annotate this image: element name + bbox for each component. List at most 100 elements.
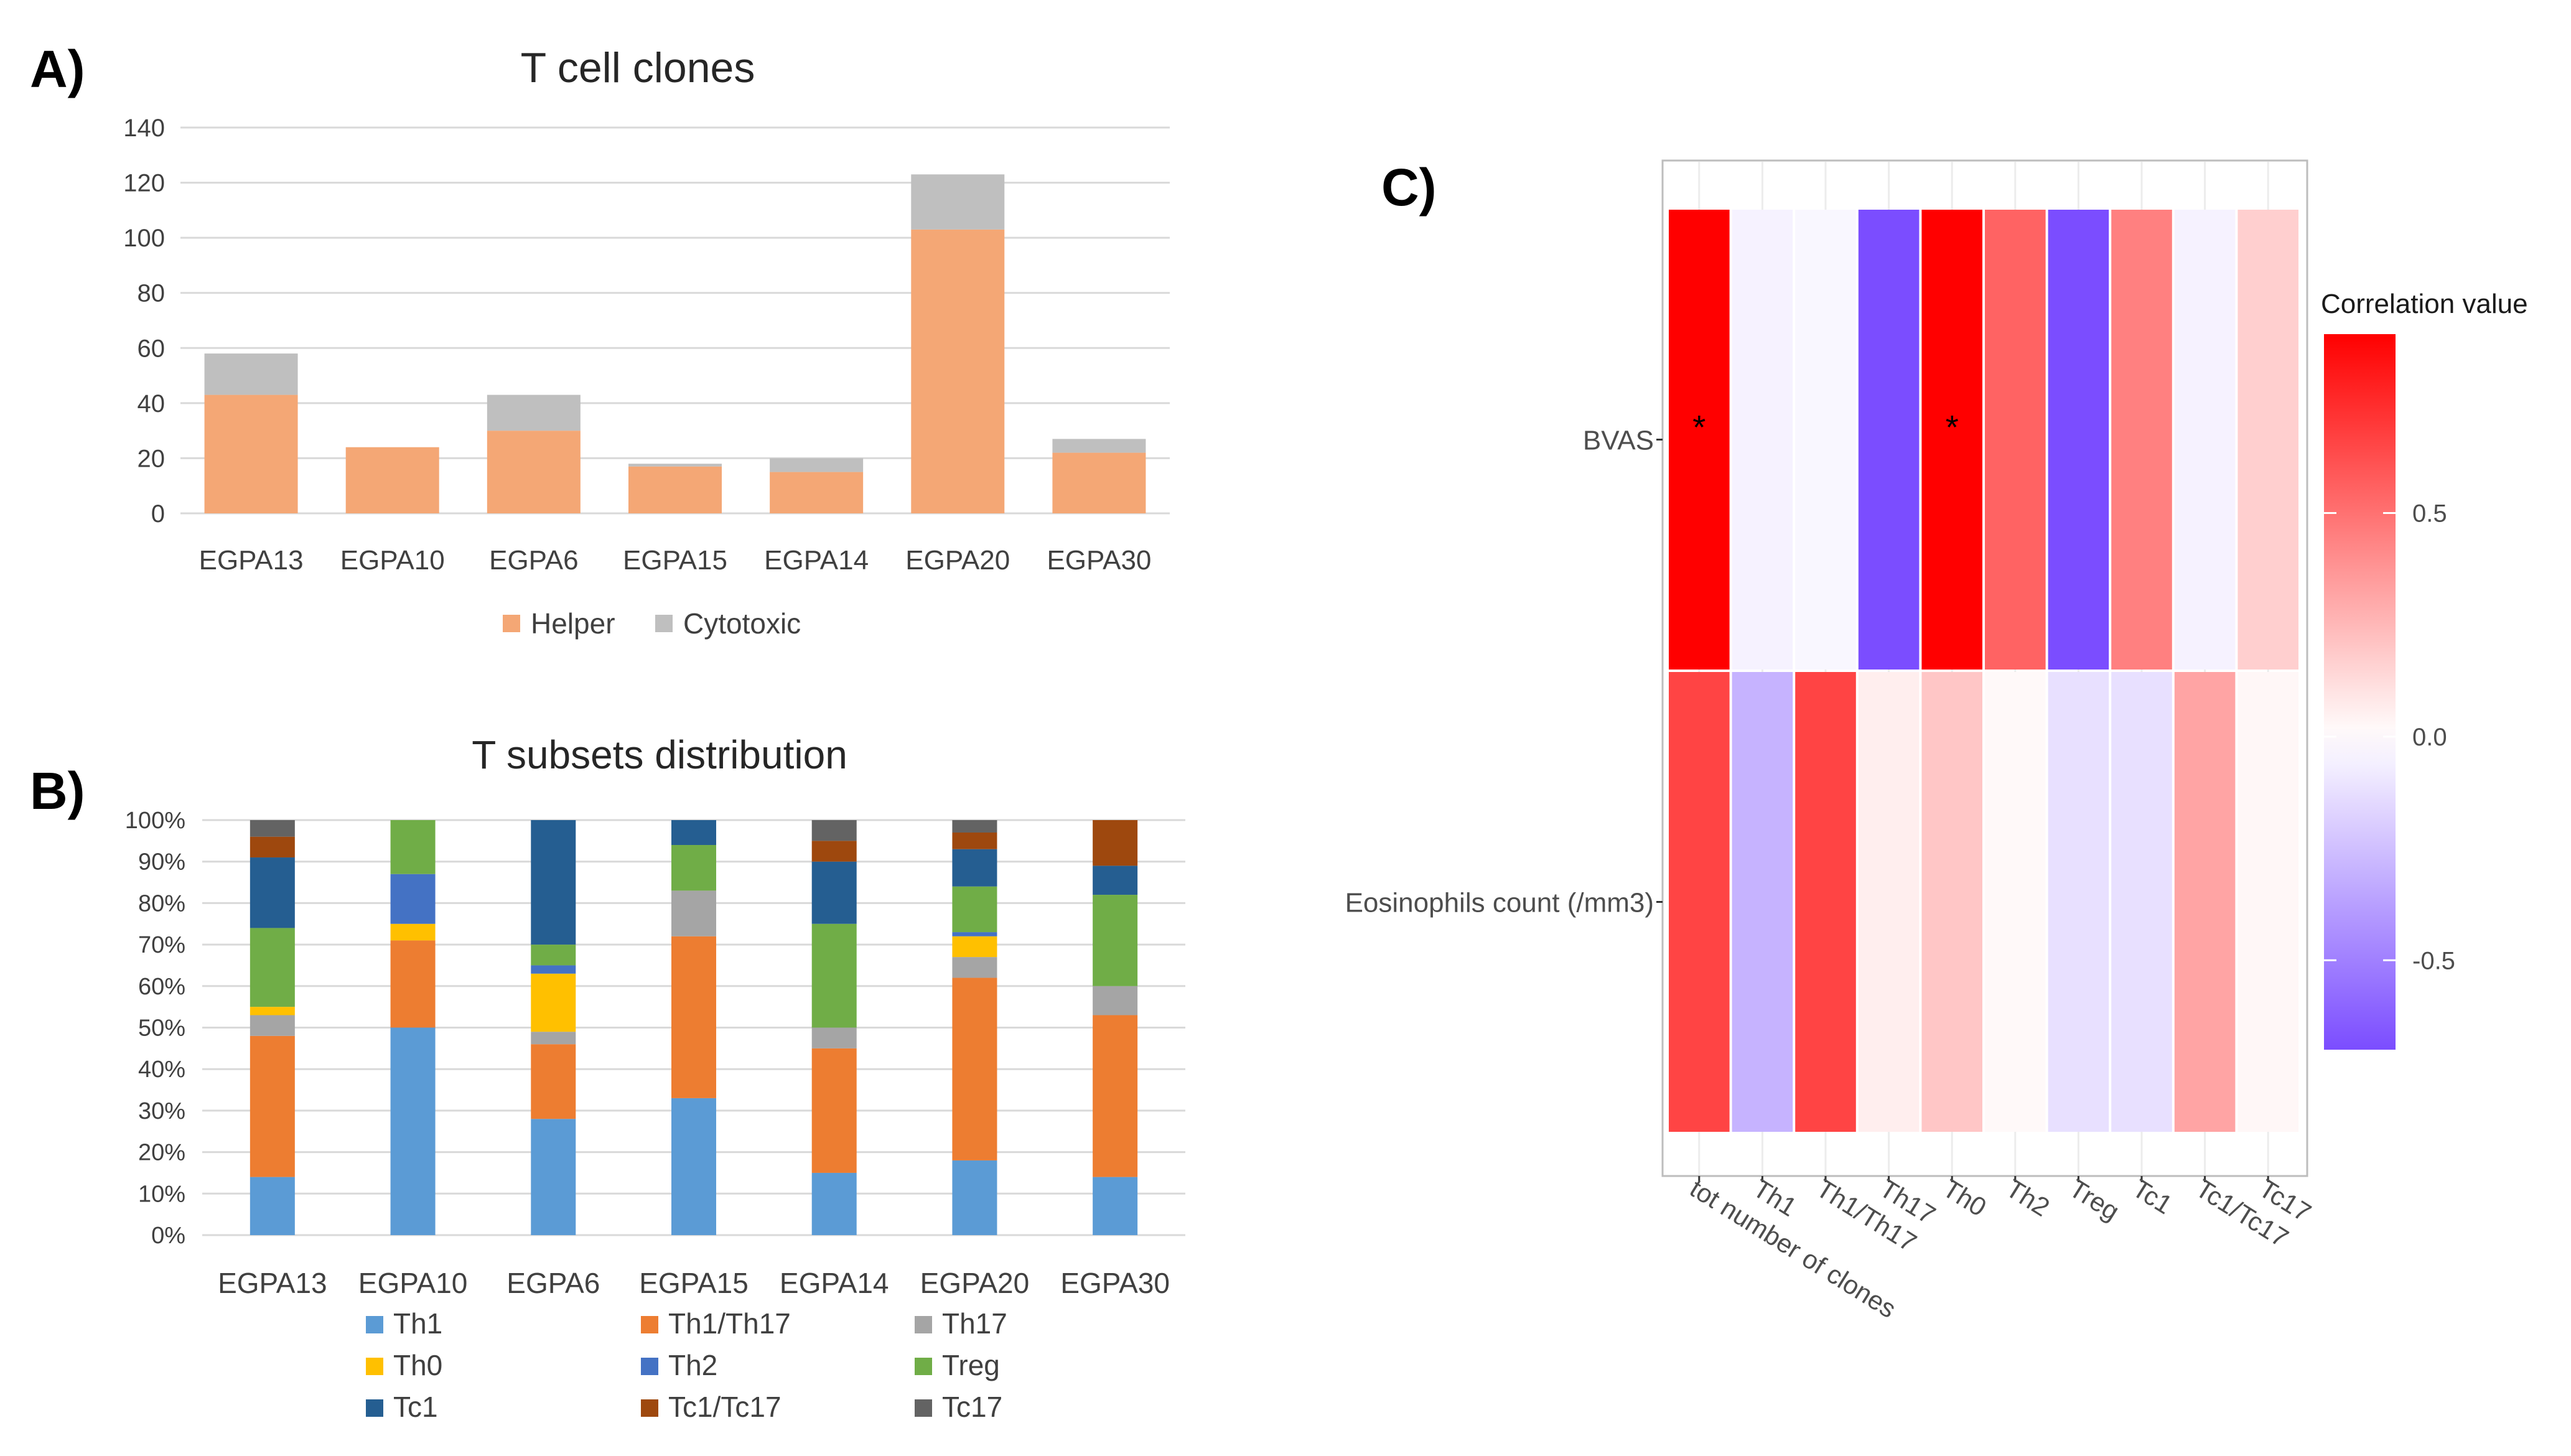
bar-b-tc17-egpa20: [952, 820, 997, 833]
legend-label-b-tc1: Tc1: [393, 1391, 438, 1423]
col-label: Th2: [2001, 1174, 2055, 1222]
heatmap-cell-bvas-0: [1669, 210, 1730, 670]
heatmap-cell-eosinophils-8: [2174, 672, 2236, 1132]
colorbar-tick-label: -0.5: [2412, 947, 2455, 974]
heatmap-cell-eosinophils-5: [1985, 672, 2046, 1132]
bar-b-treg-egpa10: [390, 820, 436, 874]
y-tick-label-a: 80: [138, 280, 166, 307]
bar-b-th1-th17-egpa15: [671, 936, 716, 1098]
bar-a-helper-egpa15: [628, 466, 722, 513]
col-label: Treg: [2065, 1174, 2125, 1226]
x-tick-label-a: EGPA6: [489, 545, 578, 576]
bar-a-helper-egpa30: [1052, 452, 1146, 513]
colorbar-tick-label: 0.0: [2412, 724, 2447, 751]
legend-label-b-tc1-tc17: Tc1/Tc17: [668, 1391, 782, 1423]
bar-b-th1-th17-egpa6: [531, 1044, 576, 1119]
heatmap-cell-eosinophils-0: [1669, 672, 1730, 1132]
y-tick-label-a: 120: [123, 170, 165, 197]
bar-a-cytotoxic-egpa13: [204, 353, 298, 395]
x-tick-label-a: EGPA13: [199, 545, 304, 576]
heatmap-cell-eosinophils-3: [1858, 672, 1920, 1132]
bar-b-th1-th17-egpa13: [250, 1035, 295, 1177]
legend-swatch-b-tc1-tc17: [641, 1399, 658, 1417]
legend-label-b-th0: Th0: [393, 1349, 442, 1381]
legend-swatch-b-th0: [366, 1358, 383, 1375]
bar-b-th17-egpa6: [531, 1032, 576, 1045]
bar-b-th17-egpa13: [250, 1015, 295, 1036]
x-tick-label-a: EGPA20: [905, 545, 1010, 576]
legend-swatch-a-helper: [503, 615, 520, 632]
bar-b-th1-th17-egpa14: [811, 1048, 857, 1173]
bar-b-th1-th17-egpa20: [952, 978, 997, 1160]
y-tick-label-b: 90%: [138, 849, 185, 875]
bar-a-cytotoxic-egpa14: [770, 458, 864, 472]
y-tick-label-b: 100%: [125, 808, 185, 834]
x-tick-label-a: EGPA30: [1047, 545, 1151, 576]
bar-b-tc1-tc17-egpa20: [952, 833, 997, 849]
heatmap-cell-bvas-1: [1732, 210, 1793, 670]
legend-swatch-a-cytotoxic: [655, 615, 673, 632]
x-tick-label-b: EGPA10: [358, 1267, 468, 1299]
bar-b-tc1-egpa30: [1093, 866, 1138, 895]
heatmap-cell-eosinophils-1: [1732, 672, 1793, 1132]
bar-a-cytotoxic-egpa30: [1052, 439, 1146, 453]
bar-b-treg-egpa14: [811, 923, 857, 1028]
legend-label-b-th17: Th17: [942, 1307, 1007, 1340]
legend-label-b-th1: Th1: [393, 1307, 442, 1340]
bar-a-helper-egpa6: [487, 431, 581, 513]
heatmap-cell-eosinophils-2: [1795, 672, 1856, 1132]
bar-b-tc1-egpa13: [250, 857, 295, 928]
legend-swatch-b-th1: [366, 1316, 383, 1333]
heatmap-cell-eosinophils-4: [1921, 672, 1982, 1132]
y-tick-label-a: 60: [138, 335, 166, 362]
legend-label-a-helper: Helper: [531, 607, 615, 640]
bar-b-th1-egpa6: [531, 1119, 576, 1235]
legend-label-b-th2: Th2: [668, 1349, 717, 1381]
bar-b-th1-th17-egpa10: [390, 940, 436, 1028]
bar-b-treg-egpa30: [1093, 895, 1138, 986]
y-tick-label-a: 40: [138, 390, 166, 418]
legend-label-b-tc17: Tc17: [942, 1391, 1002, 1423]
bar-a-cytotoxic-egpa20: [911, 174, 1005, 230]
bar-b-th0-egpa6: [531, 973, 576, 1032]
bar-b-th0-egpa13: [250, 1007, 295, 1015]
chart-b-title: T subsets distribution: [472, 732, 847, 777]
bar-b-tc17-egpa13: [250, 820, 295, 837]
y-tick-label-b: 40%: [138, 1057, 185, 1083]
bar-b-tc1-tc17-egpa14: [811, 841, 857, 862]
chart-a-title: T cell clones: [521, 44, 755, 91]
legend-label-b-treg: Treg: [942, 1349, 1000, 1381]
y-tick-label-b: 70%: [138, 932, 185, 958]
y-tick-label-b: 80%: [138, 890, 185, 917]
bar-a-cytotoxic-egpa6: [487, 394, 581, 431]
row-label: Eosinophils count (/mm3): [1345, 888, 1654, 918]
col-label: Th0: [1938, 1174, 1991, 1222]
bar-b-th1-egpa10: [390, 1027, 436, 1235]
bar-b-treg-egpa20: [952, 886, 997, 933]
y-tick-label-b: 0%: [151, 1223, 185, 1249]
heatmap-cell-eosinophils-6: [2048, 672, 2109, 1132]
heatmap-cell-bvas-2: [1795, 210, 1856, 670]
colorbar-title: Correlation value: [2321, 289, 2528, 319]
bar-b-tc1-egpa6: [531, 820, 576, 945]
bar-b-th0-egpa10: [390, 923, 436, 941]
bar-b-th2-egpa20: [952, 932, 997, 936]
significance-star: *: [1946, 409, 1959, 446]
y-tick-label-b: 10%: [138, 1181, 185, 1207]
bar-b-treg-egpa6: [531, 945, 576, 966]
y-tick-label-b: 60%: [138, 974, 185, 1000]
heatmap-cell-eosinophils-7: [2111, 672, 2172, 1132]
colorbar-tick-label: 0.5: [2412, 500, 2447, 528]
y-tick-label-a: 0: [151, 500, 165, 528]
heatmap-cell-eosinophils-9: [2237, 672, 2298, 1132]
chart-b: T subsets distribution 0% 10% 20% 30% 40% 50%…: [125, 732, 1185, 1423]
bar-a-helper-egpa13: [204, 394, 298, 513]
significance-star: *: [1692, 409, 1705, 446]
bar-b-th17-egpa14: [811, 1027, 857, 1048]
row-label: BVAS: [1583, 426, 1654, 456]
x-tick-label-b: EGPA30: [1060, 1267, 1170, 1299]
heatmap-cell-bvas-9: [2237, 210, 2298, 670]
bar-b-th17-egpa15: [671, 890, 716, 936]
bar-a-helper-egpa20: [911, 229, 1005, 513]
